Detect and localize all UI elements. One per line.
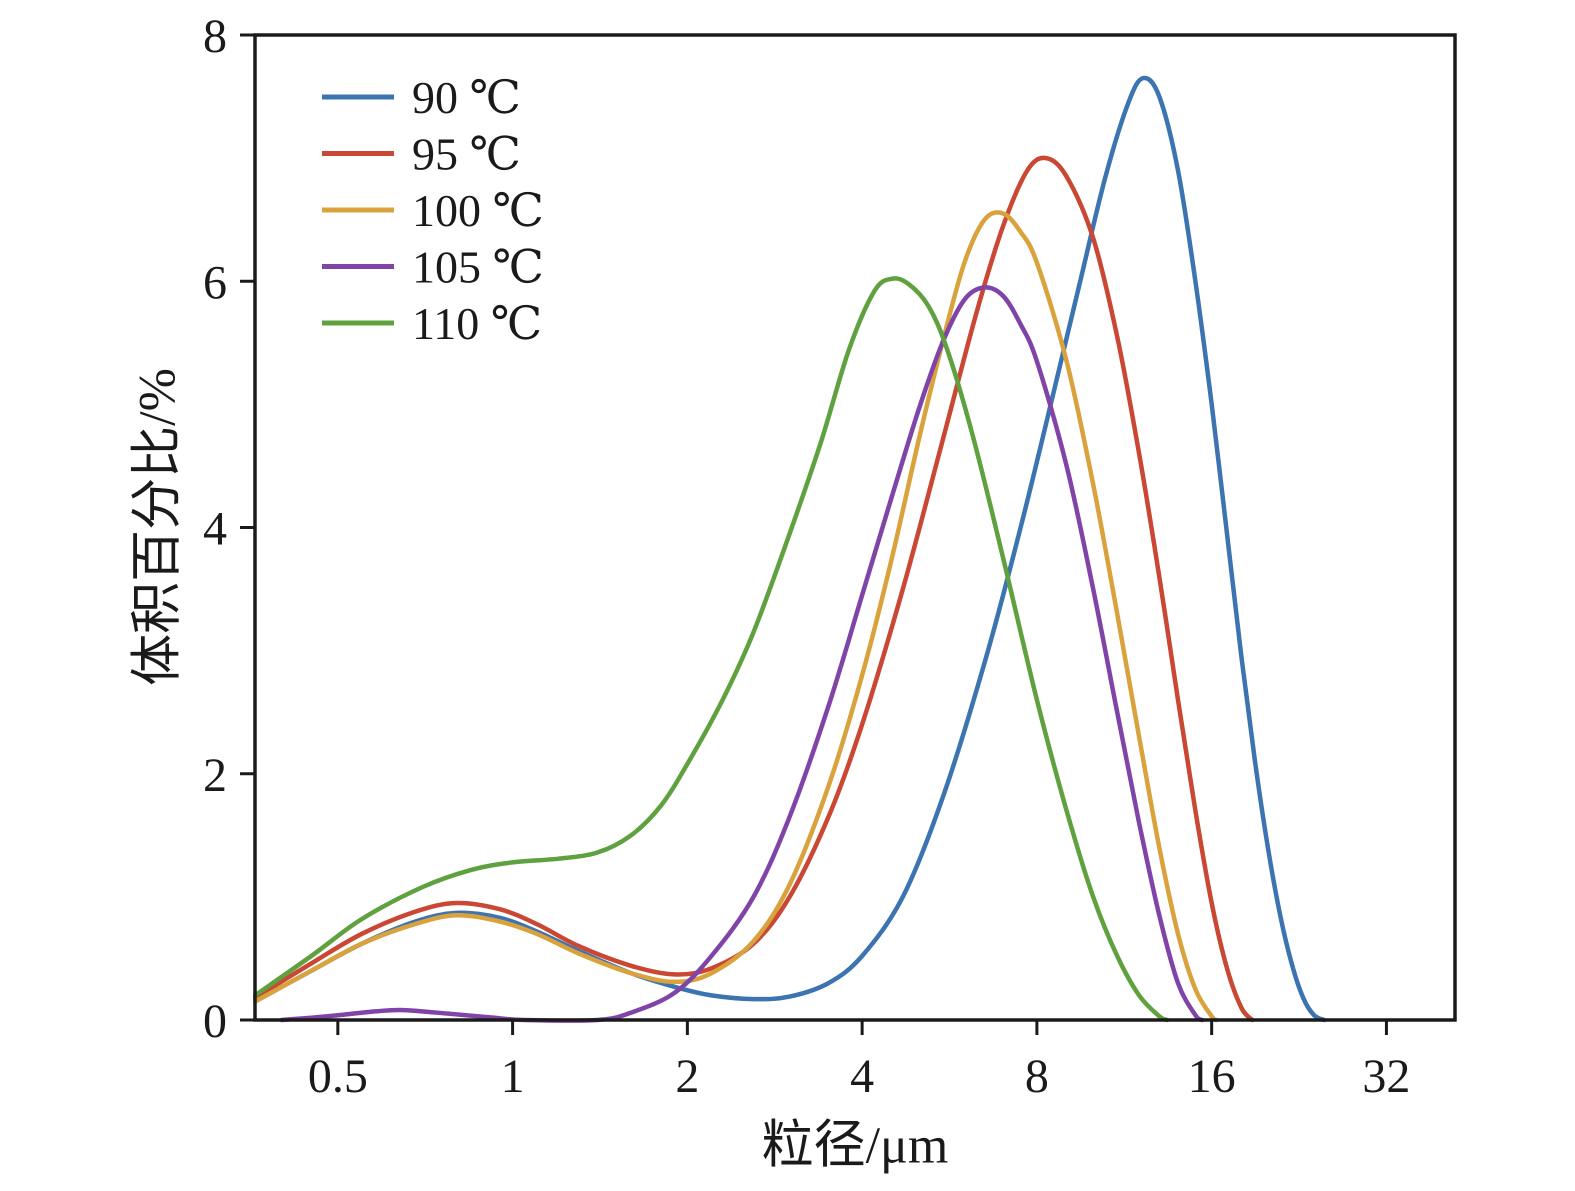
plot-frame [253, 33, 1457, 1022]
series-line-0 [253, 75, 1327, 1023]
x-tick-label: 32 [1362, 1050, 1410, 1103]
x-tick-label: 0.5 [308, 1050, 368, 1103]
x-tick-label: 16 [1188, 1050, 1236, 1103]
y-tick-label: 6 [203, 256, 227, 309]
x-tick-label: 8 [1025, 1050, 1049, 1103]
legend-label-3: 105 ℃ [412, 242, 544, 293]
y-tick-label: 0 [203, 995, 227, 1048]
x-tick-label: 4 [850, 1050, 874, 1103]
y-axis-label: 体积百分比/% [129, 368, 187, 686]
series-line-1 [253, 155, 1255, 1023]
series-line-4 [253, 276, 1170, 1023]
legend-label-2: 100 ℃ [412, 185, 544, 236]
legend-label-0: 90 ℃ [412, 72, 521, 123]
y-tick-label: 8 [203, 10, 227, 63]
x-axis-label: 粒径/μm [761, 1117, 949, 1175]
y-tick-label: 2 [203, 749, 227, 802]
legend-label-1: 95 ℃ [412, 129, 521, 180]
y-tick-label: 4 [203, 503, 227, 556]
x-tick-label: 2 [675, 1050, 699, 1103]
series-line-2 [253, 210, 1219, 1023]
legend-label-4: 110 ℃ [412, 298, 542, 349]
x-tick-label: 1 [501, 1050, 525, 1103]
